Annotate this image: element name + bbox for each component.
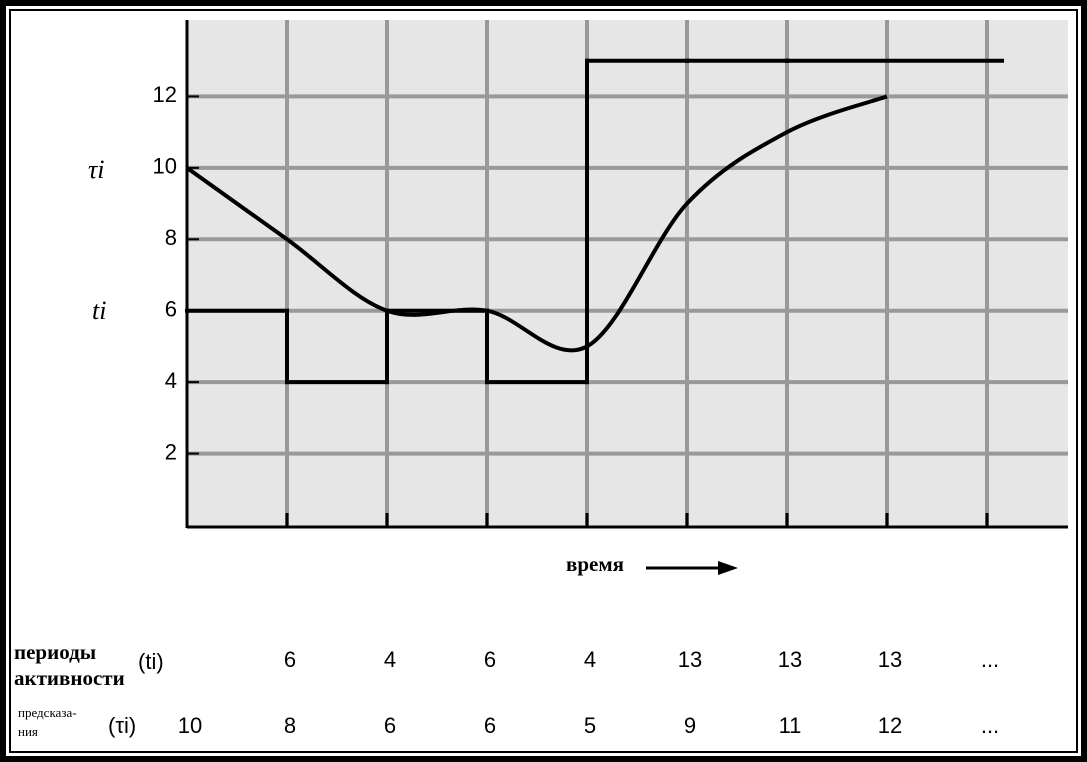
table-value: 6 xyxy=(484,713,496,738)
y-tick-label: 10 xyxy=(153,154,177,179)
y-tick-label: 4 xyxy=(165,368,177,393)
table-value: 10 xyxy=(178,713,202,738)
ellipsis: ... xyxy=(981,713,999,738)
table-value: 6 xyxy=(484,647,496,672)
ellipsis: ... xyxy=(981,647,999,672)
y-tick-label: 12 xyxy=(153,82,177,107)
inner-frame xyxy=(9,9,1078,753)
table-value: 6 xyxy=(284,647,296,672)
table-value: 6 xyxy=(384,713,396,738)
row-symbol: (τi) xyxy=(108,713,136,738)
table-value: 5 xyxy=(584,713,596,738)
table-value: 11 xyxy=(779,713,802,738)
y-tick-label: 2 xyxy=(165,439,177,464)
row-label: периоды xyxy=(14,640,96,664)
table-value: 4 xyxy=(584,647,596,672)
plot-area xyxy=(187,20,1068,527)
plot: 2 4 6 8 10 12 xyxy=(153,20,1068,529)
y-label-tau: τi xyxy=(88,155,105,184)
row-label: активности xyxy=(14,666,125,690)
prediction-curve xyxy=(185,94,888,353)
y-label-t: ti xyxy=(92,296,106,325)
row-symbol: (ti) xyxy=(138,649,164,674)
table-value: 8 xyxy=(284,713,296,738)
table-value: 13 xyxy=(778,647,802,672)
x-label: время xyxy=(566,552,624,576)
table-value: 9 xyxy=(684,713,696,738)
table-value: 12 xyxy=(878,713,902,738)
table-value: 13 xyxy=(678,647,702,672)
row-label: предсказа- xyxy=(18,705,77,720)
table-value: 4 xyxy=(384,647,396,672)
row-label: ния xyxy=(18,724,38,739)
table-value: 13 xyxy=(878,647,902,672)
y-tick-label: 6 xyxy=(165,297,177,322)
y-tick-label: 8 xyxy=(165,225,177,250)
arrow-head xyxy=(718,561,738,575)
